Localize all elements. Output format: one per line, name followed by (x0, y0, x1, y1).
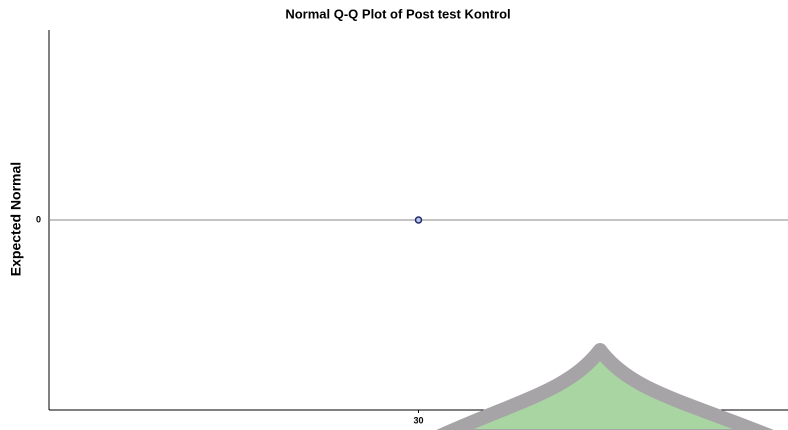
y-axis-label: Expected Normal (8, 162, 24, 276)
overlay-shape (436, 343, 774, 430)
point (414, 216, 423, 224)
plot-area: 0 30 (36, 214, 788, 425)
x-tick-label: 30 (413, 415, 423, 425)
y-tick-label: 0 (36, 214, 41, 224)
chart-title: Normal Q-Q Plot of Post test Kontrol (285, 6, 510, 21)
